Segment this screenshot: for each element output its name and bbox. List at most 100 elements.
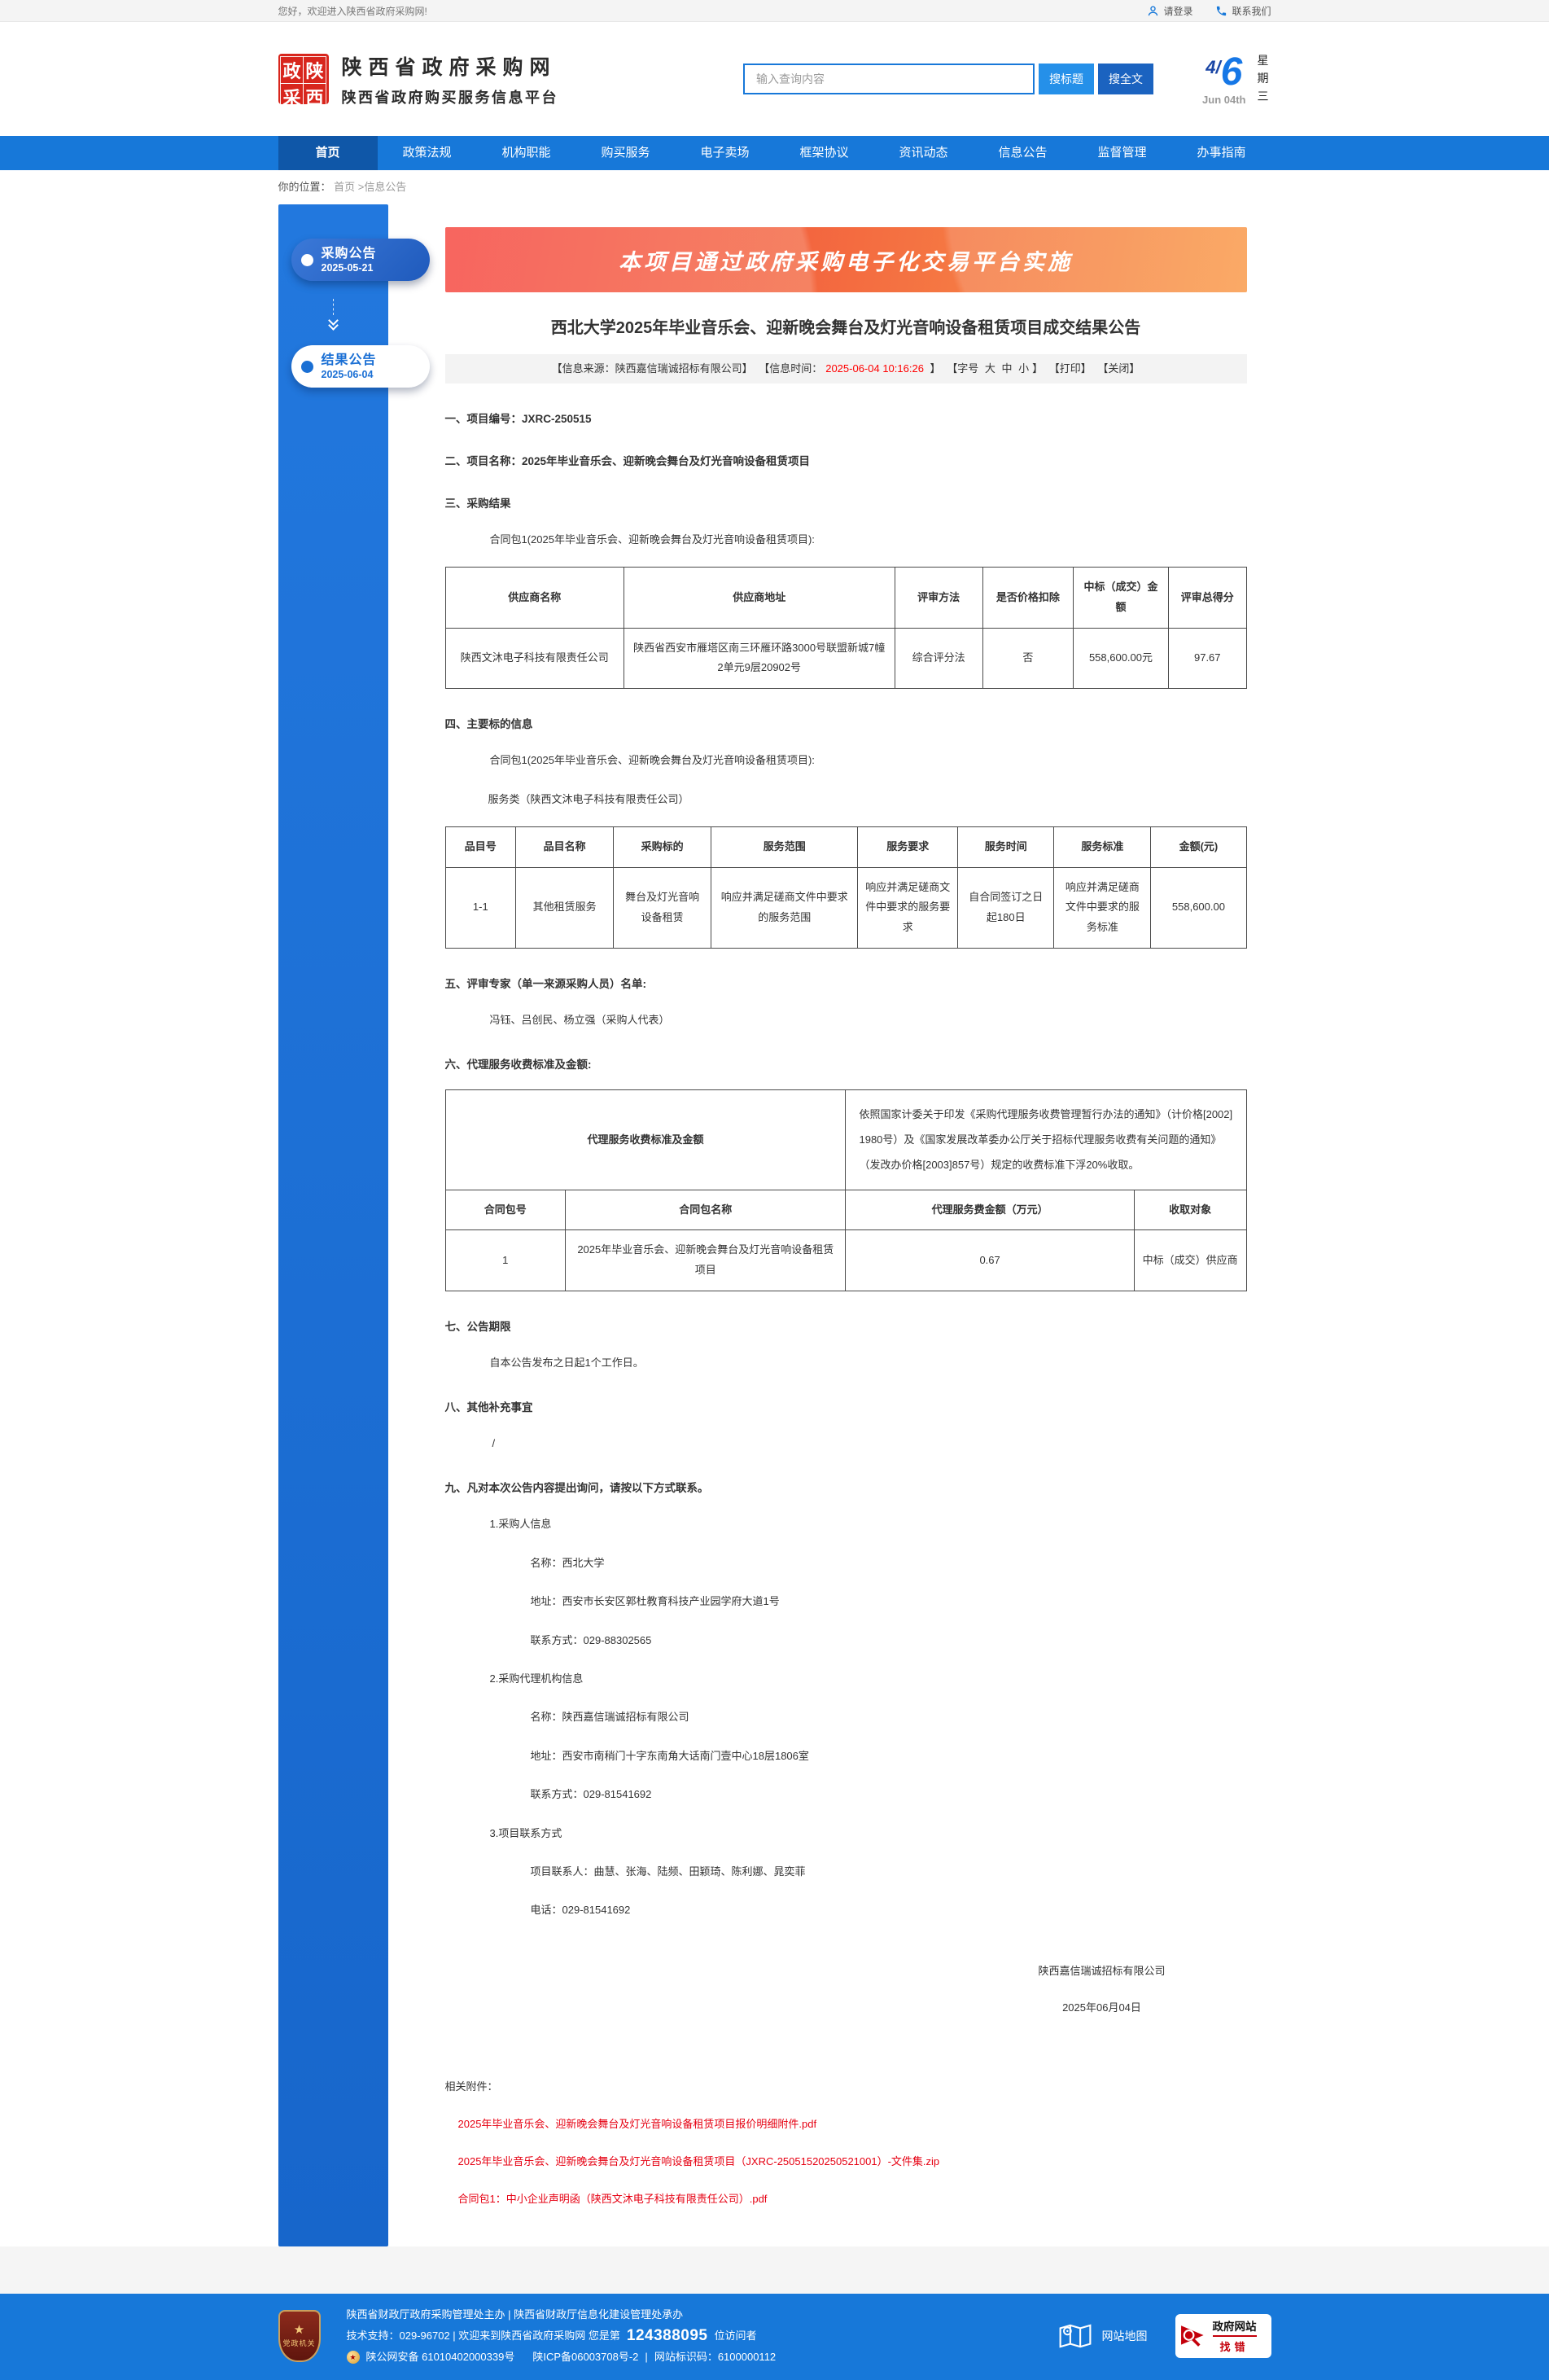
- nav-item-info-announcements[interactable]: 信息公告: [998, 146, 1048, 160]
- footer-organizer-line: 陕西省财政厅政府采购管理处主办 | 陕西省财政厅信息化建设管理处承办: [346, 2308, 684, 2321]
- search-input[interactable]: [743, 64, 1035, 94]
- table-header-package-name: 合同包名称: [565, 1189, 847, 1231]
- search-title-button[interactable]: 搜标题: [1039, 64, 1095, 94]
- close-button[interactable]: 【关闭】: [1097, 362, 1140, 375]
- agency-fee-description: 依照国家计委关于印发《采购代理服务收费管理暂行办法的通知》（计价格[2002]1…: [845, 1089, 1247, 1190]
- login-link[interactable]: 请登录: [1147, 4, 1192, 18]
- fontsize-label: 【字号: [947, 362, 979, 375]
- supplier-name: 陕西文沐电子科技有限责任公司: [444, 627, 624, 690]
- supplier-address: 陕西省西安市雁塔区南三环雁环路3000号联盟新城7幢2单元9层20902号: [623, 627, 895, 690]
- date-day: 6: [1220, 50, 1243, 94]
- table-header-service-standard: 服务标准: [1053, 826, 1152, 868]
- breadcrumb-home-link[interactable]: 首页: [334, 181, 356, 193]
- bullet-dot-icon: [300, 253, 313, 266]
- agency-fee-table: 代理服务收费标准及金额 依照国家计委关于印发《采购代理服务收费管理暂行办法的通知…: [444, 1089, 1247, 1291]
- meta-source: 【信息来源：陕西嘉信瑞诚招标有限公司】: [551, 362, 753, 375]
- phone-icon: [1217, 6, 1227, 15]
- purchaser-info-title: 1.采购人信息: [489, 1518, 552, 1531]
- contact-label: 联系我们: [1232, 5, 1271, 17]
- sitemap-link[interactable]: 网站地图: [1058, 2321, 1148, 2351]
- table-header-supplier-name: 供应商名称: [444, 567, 624, 629]
- attachment-link-sme-declaration-pdf[interactable]: 合同包1：中小企业声明函（陕西文沐电子科技有限责任公司）.pdf: [457, 2192, 768, 2205]
- public-security-beian-link[interactable]: 陕公网安备 61010402000339号: [365, 2350, 515, 2363]
- agency-address: 地址：西安市南稍门十字东南角大话南门壹中心18层1806室: [530, 1749, 809, 1762]
- meta-time-end: 】: [926, 362, 941, 375]
- print-button[interactable]: 【打印】: [1048, 362, 1092, 375]
- main-area: 采购公告 2025-05-21 结果公告 2025-06-04 本项目通过政府采…: [278, 204, 1271, 2246]
- nav-item-framework-agreement[interactable]: 框架协议: [799, 146, 849, 160]
- logo-char: 西: [303, 82, 326, 111]
- table-row: 1 2025年毕业音乐会、迎新晚会舞台及灯光音响设备租赁项目 0.67 中标（成…: [444, 1229, 1247, 1291]
- attachments-label: 相关附件：: [444, 2080, 498, 2093]
- search-box: 搜标题 搜全文: [743, 64, 1154, 94]
- section-procurement-result: 三、采购结果: [444, 497, 511, 510]
- package-no: 1: [444, 1229, 567, 1291]
- nav-item-purchase-services[interactable]: 购买服务: [601, 146, 650, 160]
- announcement-period-text: 自本公告发布之日起1个工作日。: [489, 1356, 644, 1369]
- attachment-link-quotation-pdf[interactable]: 2025年毕业音乐会、迎新晚会舞台及灯光音响设备租赁项目报价明细附件.pdf: [457, 2117, 817, 2130]
- attachments-section: 相关附件： 2025年毕业音乐会、迎新晚会舞台及灯光音响设备租赁项目报价明细附件…: [445, 2078, 1247, 2206]
- nav-item-home[interactable]: 首页: [278, 136, 378, 170]
- search-fulltext-button[interactable]: 搜全文: [1098, 64, 1154, 94]
- fontsize-large-button[interactable]: 大: [984, 362, 995, 375]
- error-report-badge[interactable]: 政府网站 找错: [1175, 2313, 1271, 2358]
- visitor-suffix: 位访问者: [714, 2329, 757, 2342]
- amount: 558,600.00: [1150, 866, 1247, 949]
- breadcrumb-current-link[interactable]: 信息公告: [364, 181, 407, 193]
- footer: ★ 党政机关 陕西省财政厅政府采购管理处主办 | 陕西省财政厅信息化建设管理处承…: [0, 2293, 1549, 2380]
- table-row: 陕西文沐电子科技有限责任公司 陕西省西安市雁塔区南三环雁环路3000号联盟新城7…: [444, 627, 1247, 690]
- icp-beian-link[interactable]: 陕ICP备06003708号-2: [532, 2350, 639, 2363]
- footer-right: 网站地图 政府网站 找错: [1058, 2313, 1271, 2358]
- nav-item-e-marketplace[interactable]: 电子卖场: [700, 146, 750, 160]
- site-logo: 政 陕 采 西: [278, 54, 329, 111]
- signature-date: 2025年06月04日: [1062, 2001, 1141, 2014]
- gov-badge-icon: ★ 党政机关: [278, 2309, 321, 2362]
- section-announcement-period: 七、公告期限: [444, 1320, 511, 1333]
- site-name: 陕西省政府采购网: [341, 55, 557, 79]
- sidebar-item-date: 2025-05-21: [321, 262, 374, 274]
- signature-block: 陕西嘉信瑞诚招标有限公司 2025年06月04日: [1038, 1962, 1165, 2014]
- service-time: 自合同签订之日起180日: [957, 866, 1055, 949]
- error-report-title: 政府网站: [1212, 2317, 1257, 2338]
- weekday-text: 星期三: [1257, 54, 1269, 103]
- section-project-name: 二、项目名称：2025年毕业音乐会、迎新晚会舞台及灯光音响设备租赁项目: [444, 455, 811, 467]
- service-category-note: 服务类（陕西文沐电子科技有限责任公司）: [488, 792, 689, 805]
- breadcrumb-separator: >: [357, 181, 365, 193]
- footer-spacer: [0, 2246, 1549, 2294]
- sidebar-item-procurement-announcement[interactable]: 采购公告 2025-05-21: [291, 239, 430, 281]
- nav-item-news[interactable]: 资讯动态: [899, 146, 948, 160]
- fontsize-end: 】: [1032, 362, 1044, 375]
- map-icon: [1059, 2324, 1091, 2348]
- table-row: 1-1 其他租赁服务 舞台及灯光音响设备租赁 响应并满足磋商文件中要求的服务范围…: [444, 866, 1247, 949]
- package-name: 2025年毕业音乐会、迎新晚会舞台及灯光音响设备租赁项目: [565, 1229, 847, 1291]
- header: 政 陕 采 西 陕西省政府采购网 陕西省政府购买服务信息平台 搜标题 搜全文 4…: [0, 22, 1549, 136]
- meta-time-label: 【信息时间：: [759, 362, 823, 375]
- attachment-link-fileset-zip[interactable]: 2025年毕业音乐会、迎新晚会舞台及灯光音响设备租赁项目（JXRC-250515…: [457, 2154, 940, 2167]
- table-header-item-no: 品目号: [444, 826, 517, 868]
- sidebar-item-result-announcement[interactable]: 结果公告 2025-06-04: [291, 345, 430, 388]
- date-month: 4/: [1206, 56, 1221, 77]
- nav-item-guide[interactable]: 办事指南: [1197, 146, 1246, 160]
- table-header-price-deduction: 是否价格扣除: [982, 567, 1074, 629]
- table-header-item-name: 品目名称: [515, 826, 615, 868]
- table-header-fee-amount: 代理服务费金额（万元）: [845, 1189, 1135, 1231]
- table-header-fee-payer: 收取对象: [1133, 1189, 1247, 1231]
- article-meta-bar: 【信息来源：陕西嘉信瑞诚招标有限公司】 【信息时间： 2025-06-04 10:…: [444, 354, 1247, 384]
- visitor-count: 124388095: [626, 2326, 708, 2344]
- other-matters-text: /: [492, 1437, 496, 1450]
- user-icon: [1149, 6, 1158, 15]
- logo-char: 政: [280, 55, 304, 84]
- table-header-total-score: 评审总得分: [1168, 567, 1247, 629]
- fontsize-medium-button[interactable]: 中: [1001, 362, 1013, 375]
- contact-link[interactable]: 联系我们: [1215, 4, 1271, 18]
- logo-char: 陕: [303, 55, 326, 84]
- nav-item-policy[interactable]: 政策法规: [402, 146, 452, 160]
- project-contact-phone: 电话：029-81541692: [530, 1904, 631, 1917]
- nav-item-functions[interactable]: 机构职能: [501, 146, 551, 160]
- table-header-award-amount: 中标（成交）金额: [1072, 567, 1170, 629]
- fontsize-small-button[interactable]: 小: [1018, 362, 1030, 375]
- signature-company: 陕西嘉信瑞诚招标有限公司: [1038, 1964, 1166, 1977]
- nav-item-supervision[interactable]: 监督管理: [1097, 146, 1147, 160]
- main-nav: 首页 政策法规 机构职能 购买服务 电子卖场 框架协议 资讯动态 信息公告 监督…: [0, 136, 1549, 170]
